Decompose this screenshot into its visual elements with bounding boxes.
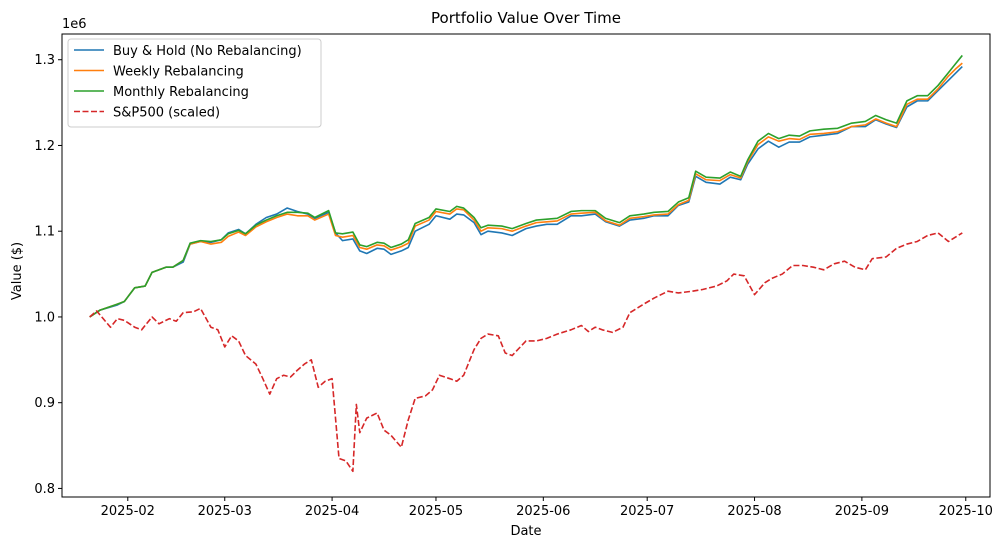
series-layer	[89, 54, 963, 473]
series-line-3	[89, 54, 963, 318]
ticks: 2025-02 2025-03 2025-04 2025-05 2025-06 2025-…	[34, 53, 993, 519]
y-offset-label: 1e6	[62, 17, 87, 32]
x-tick-label: 2025-02	[101, 504, 155, 519]
x-tick-label: 2025-07	[620, 504, 674, 519]
y-tick-label: 0.9	[34, 396, 55, 411]
chart-title: Portfolio Value Over Time	[431, 9, 621, 27]
series-line-4	[89, 232, 963, 473]
y-tick-label: 1.1	[34, 225, 55, 240]
x-tick-label: 2025-10	[939, 504, 993, 519]
x-tick-label: 2025-03	[198, 504, 252, 519]
legend-label: Buy & Hold (No Rebalancing)	[113, 44, 302, 59]
legend-label: Weekly Rebalancing	[113, 65, 244, 80]
x-tick-label: 2025-04	[305, 504, 359, 519]
series-line-1	[89, 66, 963, 318]
x-tick-label: 2025-08	[727, 504, 781, 519]
y-tick-label: 1.0	[34, 310, 55, 325]
legend-label: Monthly Rebalancing	[113, 85, 249, 100]
x-axis-label: Date	[510, 524, 541, 539]
plot-frame	[61, 33, 991, 498]
y-tick-label: 1.2	[34, 139, 55, 154]
legend: Buy & Hold (No Rebalancing) Weekly Rebala…	[67, 38, 322, 128]
y-axis-label: Value ($)	[10, 242, 25, 300]
legend-label: S&P500 (scaled)	[113, 106, 220, 121]
y-tick-label: 1.3	[34, 53, 55, 68]
legend-box	[67, 38, 322, 128]
series-line-2	[89, 62, 963, 318]
axes	[61, 33, 991, 498]
x-tick-label: 2025-05	[409, 504, 463, 519]
x-tick-label: 2025-06	[516, 504, 570, 519]
x-tick-label: 2025-09	[835, 504, 889, 519]
y-tick-label: 0.8	[34, 482, 55, 497]
